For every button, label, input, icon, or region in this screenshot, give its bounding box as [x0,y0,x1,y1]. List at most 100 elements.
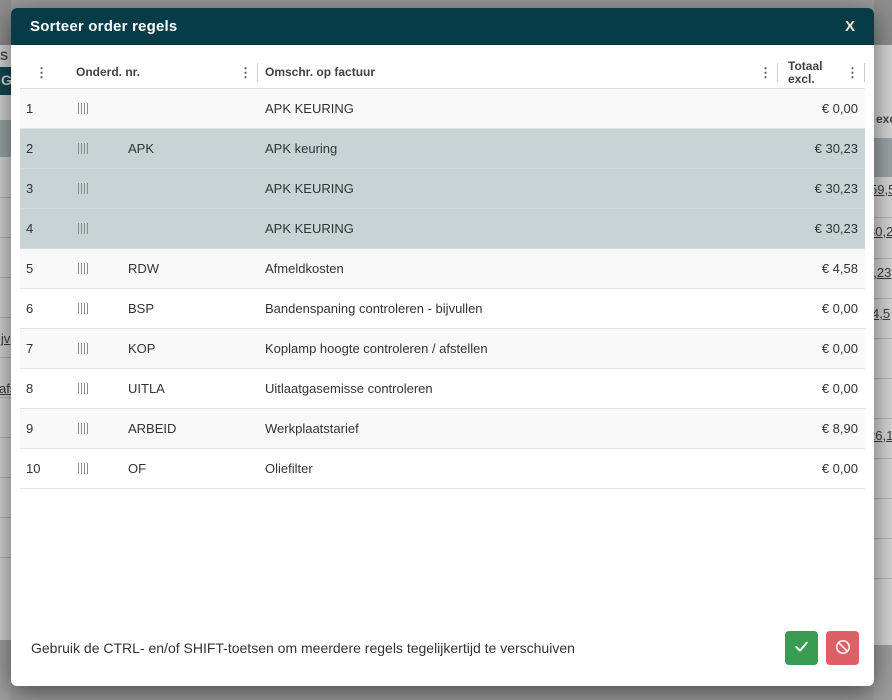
close-button[interactable]: X [841,16,859,37]
onderd-nr-value: OF [128,461,147,476]
cell-onderd-nr [66,103,258,114]
cell-totaal-excl: € 0,00 [821,381,858,396]
table-row[interactable]: 6 BSP Bandenspaning controleren - bijvul… [20,289,865,329]
column-menu-icon[interactable]: ⋮ [239,65,252,80]
drag-handle-icon[interactable] [78,383,90,394]
drag-handle-icon[interactable] [78,103,90,114]
cell-omschrijving: APK KEURING [265,181,354,196]
drag-handle-icon[interactable] [78,343,90,354]
bg-fragment: 4,5 [874,306,891,321]
drag-handle-icon[interactable] [78,263,90,274]
onderd-nr-value: RDW [128,261,160,276]
bg-fragment: S [0,49,9,63]
row-number: 5 [26,261,34,276]
bg-segment [874,645,892,700]
table-row[interactable]: 8 UITLA Uitlaatgasemisse controleren € 0… [20,369,865,409]
dialog-titlebar: Sorteer order regels X [11,8,874,45]
column-header-handle[interactable]: ⋮ [20,57,66,88]
footer-hint: Gebruik de CTRL- en/of SHIFT-toetsen om … [31,640,575,656]
onderd-nr-value: APK [128,141,155,156]
cell-totaal-excl: € 4,58 [821,261,858,276]
background-page-left: S G ijv afst [0,0,11,700]
dialog-footer: Gebruik de CTRL- en/of SHIFT-toetsen om … [11,631,874,686]
bg-segment [0,640,11,700]
cell-omschrijving: Bandenspaning controleren - bijvullen [265,301,483,316]
drag-handle-icon[interactable] [78,303,90,314]
cancel-button[interactable] [826,631,859,665]
bg-fragment: G [1,72,11,88]
cell-onderd-nr [66,223,258,234]
bg-fragment: 1,23 [874,265,892,280]
onderd-nr-value: UITLA [128,381,165,396]
cell-onderd-nr: ARBEID [66,421,258,436]
check-icon [793,638,810,658]
row-number: 9 [26,421,34,436]
bg-fragment: excl. [876,112,892,126]
drag-handle-icon[interactable] [78,223,90,234]
table-row[interactable]: 7 KOP Koplamp hoogte controleren / afste… [20,329,865,369]
cell-omschrijving: APK KEURING [265,101,354,116]
table-row[interactable]: 2 APK APK keuring € 30,23 [20,129,865,169]
cell-onderd-nr: KOP [66,341,258,356]
cell-omschrijving: Afmeldkosten [265,261,344,276]
drag-handle-icon[interactable] [78,463,90,474]
drag-handle-icon[interactable] [78,143,90,154]
row-number: 7 [26,341,34,356]
drag-handle-icon[interactable] [78,423,90,434]
cell-totaal-excl: € 0,00 [821,301,858,316]
row-number: 4 [26,221,34,236]
table-row[interactable]: 4 APK KEURING € 30,23 [20,209,865,249]
column-separator [864,63,865,82]
confirm-button[interactable] [785,631,818,665]
cell-totaal-excl: € 8,90 [821,421,858,436]
column-separator [257,63,258,82]
onderd-nr-value: BSP [128,301,155,316]
cell-totaal-excl: € 30,23 [814,141,858,156]
drag-handle-icon[interactable] [78,183,90,194]
bg-segment [874,0,892,45]
bg-fragment: 26,1 [874,428,892,443]
column-header-onderd-nr[interactable]: Onderd. nr. ⋮ [66,57,258,88]
cell-onderd-nr [66,183,258,194]
row-number: 1 [26,101,34,116]
cell-onderd-nr: OF [66,461,258,476]
bg-segment [874,45,892,645]
cell-onderd-nr: BSP [66,301,258,316]
bg-segment [0,120,11,157]
cell-omschrijving: Uitlaatgasemisse controleren [265,381,433,396]
column-menu-icon[interactable]: ⋮ [35,65,48,80]
bg-fragment: 30,2 [874,224,892,239]
row-number: 10 [26,461,41,476]
row-number: 6 [26,301,34,316]
cell-omschrijving: APK KEURING [265,221,354,236]
row-number: 3 [26,181,34,196]
cell-onderd-nr: APK [66,141,258,156]
sort-order-lines-dialog: Sorteer order regels X ⋮ Onderd. nr. ⋮ O… [11,8,874,686]
cell-totaal-excl: € 0,00 [821,461,858,476]
table-row[interactable]: 9 ARBEID Werkplaatstarief € 8,90 [20,409,865,449]
row-number: 8 [26,381,34,396]
column-header-omschr[interactable]: Omschr. op factuur ⋮ [258,57,778,88]
row-number: 2 [26,141,34,156]
table-row[interactable]: 5 RDW Afmeldkosten € 4,58 [20,249,865,289]
dialog-body: ⋮ Onderd. nr. ⋮ Omschr. op factuur ⋮ Tot… [11,45,874,631]
cell-totaal-excl: € 0,00 [821,341,858,356]
bg-fragment: afst [0,381,11,396]
column-header-totaal-excl[interactable]: Totaal excl. ⋮ [778,57,865,88]
column-menu-icon[interactable]: ⋮ [846,65,859,80]
cell-omschrijving: Oliefilter [265,461,313,476]
table-row[interactable]: 1 APK KEURING € 0,00 [20,89,865,129]
bg-segment [0,45,11,640]
onderd-nr-value: KOP [128,341,156,356]
bg-fragment: 59,5 [874,182,892,197]
cell-omschrijving: APK keuring [265,141,338,156]
table-row[interactable]: 10 OF Oliefilter € 0,00 [20,449,865,489]
table-row[interactable]: 3 APK KEURING € 30,23 [20,169,865,209]
column-menu-icon[interactable]: ⋮ [759,65,772,80]
cell-omschrijving: Koplamp hoogte controleren / afstellen [265,341,488,356]
onderd-nr-value: ARBEID [128,421,177,436]
bg-segment [874,138,892,177]
bg-segment [0,67,11,95]
cell-omschrijving: Werkplaatstarief [265,421,359,436]
column-separator [777,63,778,82]
